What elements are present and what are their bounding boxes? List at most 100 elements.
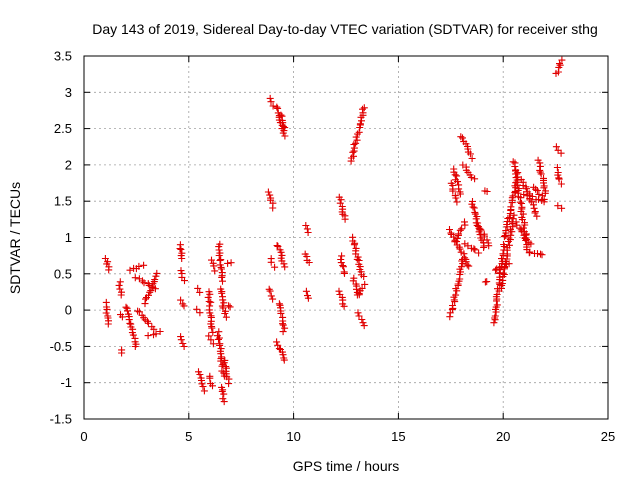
data-point xyxy=(523,185,530,193)
data-point xyxy=(341,215,349,223)
data-point xyxy=(135,262,143,270)
data-point xyxy=(536,168,544,176)
data-point xyxy=(493,265,501,273)
data-point xyxy=(117,291,125,299)
data-point xyxy=(269,102,277,110)
y-tick-label: 3.5 xyxy=(54,49,72,64)
data-point xyxy=(305,259,313,266)
data-point xyxy=(458,225,466,233)
data-point xyxy=(540,198,548,206)
data-point xyxy=(354,130,361,138)
data-point xyxy=(533,212,541,220)
data-point xyxy=(176,245,184,252)
data-point xyxy=(219,296,227,304)
data-point xyxy=(218,289,226,297)
data-point xyxy=(302,222,310,229)
y-axis-label: SDTVAR / TECUs xyxy=(7,182,23,294)
data-point xyxy=(115,281,123,289)
x-axis-label: GPS time / hours xyxy=(293,458,400,474)
data-point xyxy=(271,263,279,271)
data-point xyxy=(277,309,285,317)
y-tick-label: 3 xyxy=(65,85,72,100)
data-point xyxy=(142,295,149,303)
data-point xyxy=(530,204,538,212)
data-point xyxy=(205,332,213,340)
x-tick-label: 10 xyxy=(286,429,300,444)
data-point xyxy=(502,227,510,235)
data-point xyxy=(521,234,529,242)
data-point xyxy=(483,188,491,195)
data-point xyxy=(281,124,289,132)
data-point xyxy=(456,190,464,198)
data-point xyxy=(458,257,466,265)
data-point xyxy=(204,293,212,301)
data-point xyxy=(279,320,286,328)
data-point xyxy=(280,260,288,268)
data-point xyxy=(450,233,458,241)
data-point xyxy=(526,248,534,256)
data-point xyxy=(124,307,131,315)
data-point xyxy=(277,248,285,256)
data-point xyxy=(125,316,133,324)
data-point xyxy=(206,374,214,382)
data-point xyxy=(280,356,288,364)
data-point xyxy=(177,333,185,341)
data-point xyxy=(516,198,524,206)
data-point xyxy=(216,341,224,349)
data-point xyxy=(179,340,187,347)
data-point xyxy=(209,328,217,336)
data-point xyxy=(338,252,346,260)
data-point xyxy=(206,290,214,298)
data-point xyxy=(279,328,287,336)
data-point xyxy=(178,255,186,262)
y-tick-label: -0.5 xyxy=(50,339,72,354)
data-point xyxy=(219,395,227,403)
data-point xyxy=(555,175,563,183)
data-point xyxy=(275,345,283,353)
data-point xyxy=(209,382,216,390)
data-point xyxy=(453,172,461,180)
data-point xyxy=(206,309,214,317)
data-point xyxy=(537,250,544,258)
x-ticks: 0 5 10 15 20 25 xyxy=(80,56,615,444)
data-point xyxy=(360,273,368,280)
data-point xyxy=(131,274,139,282)
data-point xyxy=(279,129,287,137)
data-point xyxy=(521,221,529,229)
data-point xyxy=(273,103,281,111)
data-point xyxy=(266,287,274,295)
data-point xyxy=(456,245,464,253)
data-point xyxy=(359,319,367,327)
data-point xyxy=(146,288,154,296)
grid-lines xyxy=(84,56,608,419)
data-point xyxy=(302,287,310,295)
data-point xyxy=(211,267,219,275)
data-point xyxy=(221,310,229,317)
data-point xyxy=(279,321,287,329)
data-point xyxy=(480,244,488,251)
data-point xyxy=(207,298,215,306)
data-point xyxy=(520,191,528,198)
x-tick-label: 15 xyxy=(391,429,405,444)
data-point xyxy=(485,242,493,250)
data-point xyxy=(491,312,499,320)
data-point xyxy=(503,221,511,228)
data-point xyxy=(264,188,272,196)
data-point xyxy=(226,303,234,311)
data-point xyxy=(218,273,226,281)
data-point xyxy=(116,285,124,293)
data-point xyxy=(102,309,110,317)
data-point xyxy=(277,111,285,119)
data-point xyxy=(354,309,362,317)
data-point xyxy=(533,187,541,194)
data-point xyxy=(540,184,548,192)
data-point xyxy=(361,280,369,288)
data-point xyxy=(461,218,468,226)
data-point xyxy=(536,166,544,174)
data-point xyxy=(465,262,473,270)
data-point xyxy=(269,295,277,303)
data-point xyxy=(225,380,233,388)
data-point xyxy=(220,299,228,307)
data-point xyxy=(340,302,348,310)
